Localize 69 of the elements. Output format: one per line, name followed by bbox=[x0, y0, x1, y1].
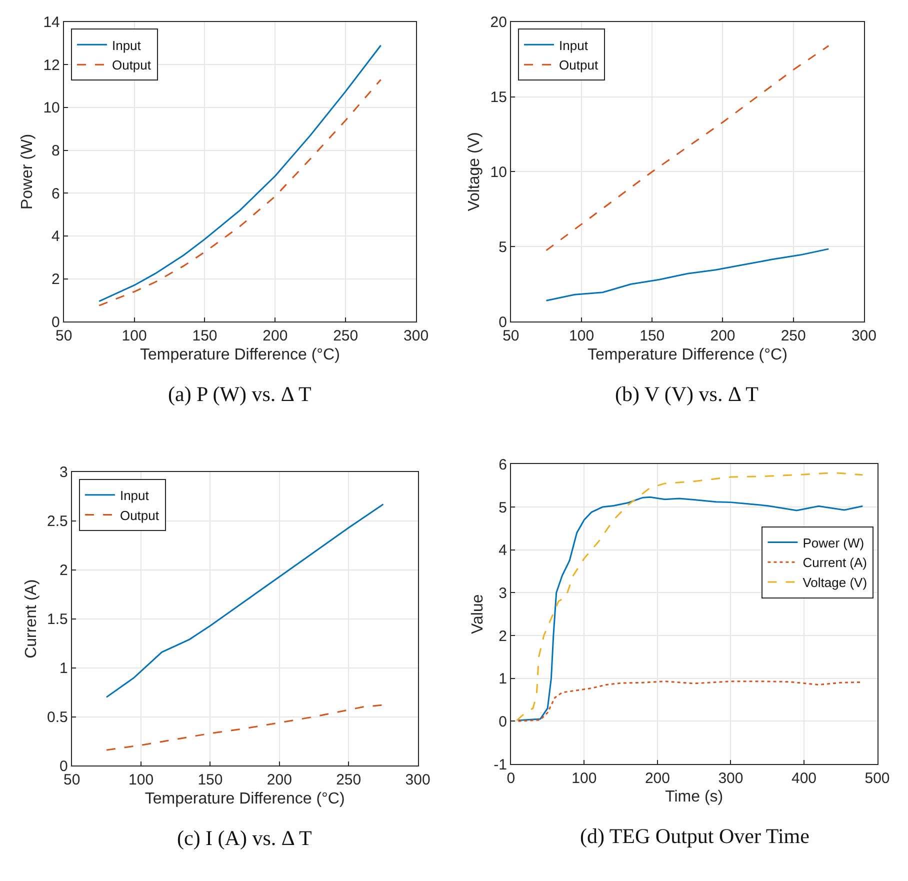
x-axis-title: Temperature Difference (°C) bbox=[587, 346, 788, 364]
x-tick-label: 300 bbox=[718, 770, 744, 787]
legend-label: Output bbox=[120, 508, 160, 523]
x-tick-label: 400 bbox=[791, 770, 817, 787]
y-tick-label: 5 bbox=[498, 238, 507, 256]
x-tick-label: 100 bbox=[572, 770, 597, 787]
legend-label: Output bbox=[112, 58, 152, 73]
y-tick-label: 2 bbox=[52, 271, 60, 288]
x-tick-label: 200 bbox=[262, 328, 288, 345]
legend-label: Voltage (V) bbox=[802, 575, 868, 590]
text: (a) P (W) vs. Δ T bbox=[168, 382, 312, 406]
text: (d) TEG Output Over Time bbox=[580, 824, 810, 848]
y-tick-label: 20 bbox=[490, 14, 507, 32]
x-tick-label: 250 bbox=[780, 328, 806, 345]
line-series bbox=[106, 504, 384, 698]
legend-label: Input bbox=[120, 488, 150, 503]
y-tick-label: 10 bbox=[490, 164, 507, 181]
y-tick-label: 1 bbox=[60, 660, 68, 678]
y-tick-label: -1 bbox=[494, 756, 507, 774]
y-tick-label: 3 bbox=[498, 584, 507, 602]
x-tick-label: 250 bbox=[336, 772, 362, 789]
legend-label: Input bbox=[559, 38, 588, 53]
y-axis-title: Current (A) bbox=[22, 579, 40, 658]
y-tick-label: 2 bbox=[498, 628, 507, 645]
x-tick-label: 150 bbox=[640, 328, 665, 345]
x-tick-label: 150 bbox=[192, 328, 218, 345]
x-tick-label: 200 bbox=[710, 328, 736, 345]
x-tick-label: 100 bbox=[128, 772, 154, 789]
y-tick-label: 4 bbox=[52, 228, 60, 246]
x-tick-label: 200 bbox=[644, 770, 670, 787]
y-tick-label: 15 bbox=[490, 89, 507, 106]
x-tick-label: 500 bbox=[864, 770, 890, 787]
x-tick-label: 150 bbox=[198, 772, 223, 789]
text: (b) V (V) vs. Δ T bbox=[615, 382, 759, 406]
y-tick-label: 2 bbox=[60, 562, 68, 580]
line-series bbox=[545, 248, 830, 302]
y-tick-label: 6 bbox=[52, 185, 60, 202]
y-axis-title: Value bbox=[469, 594, 486, 634]
y-axis-title: Voltage (V) bbox=[466, 132, 484, 212]
legend-label: Power (W) bbox=[802, 535, 864, 550]
y-tick-label: 6 bbox=[498, 456, 507, 474]
y-tick-label: 8 bbox=[52, 142, 60, 160]
y-tick-label: 3 bbox=[60, 464, 68, 482]
legend-label: Current (A) bbox=[802, 555, 868, 570]
x-tick-label: 200 bbox=[266, 772, 292, 789]
y-axis-title: Power (W) bbox=[19, 134, 36, 210]
x-axis-title: Time (s) bbox=[665, 788, 724, 806]
legend-label: Input bbox=[112, 38, 142, 53]
y-tick-label: 0 bbox=[498, 713, 507, 730]
x-axis-title: Temperature Difference (°C) bbox=[144, 790, 345, 808]
y-tick-label: 12 bbox=[43, 56, 60, 74]
x-tick-label: 250 bbox=[333, 328, 358, 345]
y-tick-label: 0.5 bbox=[47, 709, 68, 726]
line-series bbox=[106, 704, 384, 751]
x-tick-label: 300 bbox=[851, 328, 876, 345]
x-tick-label: 300 bbox=[405, 772, 430, 789]
y-tick-label: 5 bbox=[498, 499, 507, 516]
y-tick-label: 1.5 bbox=[47, 611, 68, 628]
y-tick-label: 14 bbox=[43, 14, 60, 32]
x-tick-label: 300 bbox=[404, 328, 429, 345]
x-axis-title: Temperature Difference (°C) bbox=[140, 346, 340, 364]
x-tick-label: 100 bbox=[569, 328, 594, 345]
y-tick-label: 10 bbox=[43, 100, 60, 117]
x-tick-label: 100 bbox=[122, 328, 147, 345]
y-tick-label: 4 bbox=[498, 542, 507, 560]
legend-label: Output bbox=[559, 58, 598, 73]
y-tick-label: 1 bbox=[498, 670, 507, 688]
text: (c) I (A) vs. Δ T bbox=[177, 826, 312, 850]
y-tick-label: 2.5 bbox=[47, 513, 68, 530]
